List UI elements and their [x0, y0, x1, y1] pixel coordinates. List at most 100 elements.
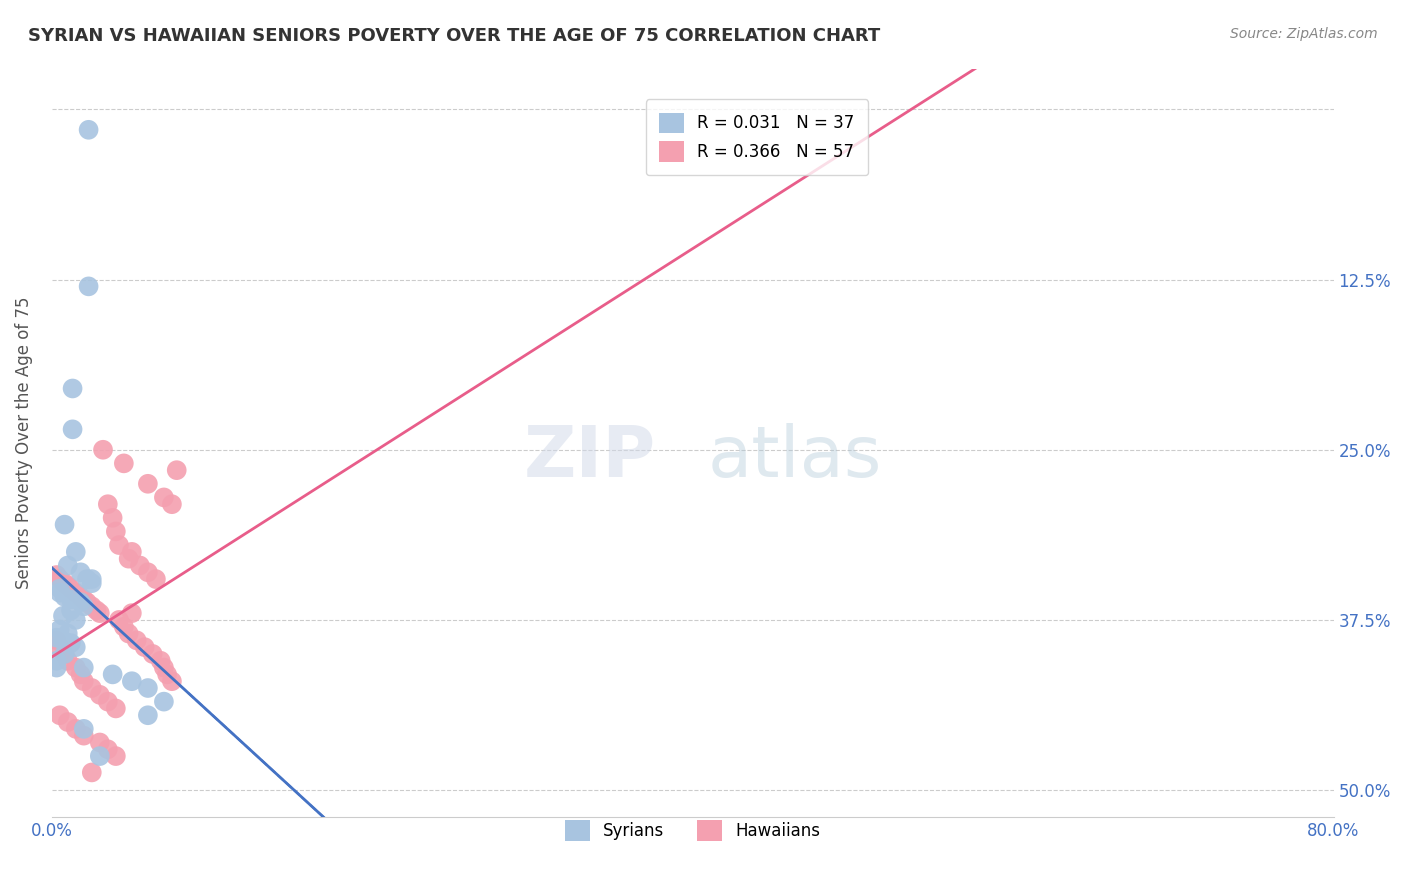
- Hawaiians: [97, 695, 120, 709]
- Hawaiians: [125, 633, 148, 648]
- Syrians: [53, 647, 76, 661]
- Hawaiians: [112, 620, 135, 634]
- Hawaiians: [65, 585, 87, 599]
- Hawaiians: [149, 654, 172, 668]
- Hawaiians: [80, 681, 103, 695]
- Syrians: [49, 623, 72, 637]
- Hawaiians: [56, 579, 79, 593]
- Syrians: [69, 595, 91, 609]
- Hawaiians: [134, 640, 156, 655]
- Hawaiians: [160, 497, 183, 511]
- Hawaiians: [166, 463, 188, 477]
- Hawaiians: [136, 476, 159, 491]
- Hawaiians: [69, 590, 91, 604]
- Hawaiians: [128, 558, 150, 573]
- Syrians: [52, 633, 75, 648]
- Hawaiians: [86, 603, 108, 617]
- Syrians: [76, 572, 98, 586]
- Syrians: [77, 279, 100, 293]
- Hawaiians: [118, 551, 141, 566]
- Hawaiians: [73, 729, 96, 743]
- Syrians: [153, 695, 176, 709]
- Hawaiians: [65, 722, 87, 736]
- Syrians: [65, 613, 87, 627]
- Hawaiians: [89, 606, 111, 620]
- Syrians: [45, 631, 67, 645]
- Y-axis label: Seniors Poverty Over the Age of 75: Seniors Poverty Over the Age of 75: [15, 297, 32, 590]
- Hawaiians: [73, 592, 96, 607]
- Hawaiians: [142, 647, 165, 661]
- Syrians: [59, 636, 82, 650]
- Syrians: [49, 585, 72, 599]
- Hawaiians: [121, 545, 143, 559]
- Syrians: [59, 603, 82, 617]
- Hawaiians: [89, 735, 111, 749]
- Syrians: [45, 660, 67, 674]
- Syrians: [73, 599, 96, 614]
- Hawaiians: [97, 497, 120, 511]
- Hawaiians: [59, 582, 82, 596]
- Hawaiians: [118, 626, 141, 640]
- Hawaiians: [153, 660, 176, 674]
- Hawaiians: [153, 491, 176, 505]
- Hawaiians: [156, 667, 179, 681]
- Syrians: [80, 572, 103, 586]
- Syrians: [62, 382, 84, 396]
- Hawaiians: [53, 647, 76, 661]
- Syrians: [45, 654, 67, 668]
- Hawaiians: [56, 714, 79, 729]
- Hawaiians: [121, 606, 143, 620]
- Syrians: [52, 608, 75, 623]
- Syrians: [49, 582, 72, 596]
- Syrians: [53, 517, 76, 532]
- Hawaiians: [49, 708, 72, 723]
- Hawaiians: [112, 456, 135, 470]
- Syrians: [73, 660, 96, 674]
- Hawaiians: [108, 538, 131, 552]
- Hawaiians: [104, 524, 127, 539]
- Syrians: [101, 667, 124, 681]
- Syrians: [136, 708, 159, 723]
- Syrians: [65, 640, 87, 655]
- Hawaiians: [73, 674, 96, 689]
- Hawaiians: [91, 442, 114, 457]
- Syrians: [62, 422, 84, 436]
- Hawaiians: [56, 654, 79, 668]
- Hawaiians: [49, 640, 72, 655]
- Syrians: [121, 674, 143, 689]
- Syrians: [59, 592, 82, 607]
- Hawaiians: [101, 511, 124, 525]
- Hawaiians: [160, 674, 183, 689]
- Hawaiians: [136, 566, 159, 580]
- Syrians: [89, 749, 111, 764]
- Syrians: [73, 722, 96, 736]
- Syrians: [136, 681, 159, 695]
- Hawaiians: [76, 595, 98, 609]
- Legend: Syrians, Hawaiians: Syrians, Hawaiians: [551, 807, 834, 854]
- Hawaiians: [108, 613, 131, 627]
- Syrians: [80, 576, 103, 591]
- Hawaiians: [69, 667, 91, 681]
- Hawaiians: [80, 765, 103, 780]
- Syrians: [77, 123, 100, 137]
- Text: atlas: atlas: [709, 424, 883, 492]
- Hawaiians: [89, 688, 111, 702]
- Hawaiians: [49, 572, 72, 586]
- Hawaiians: [80, 599, 103, 614]
- Text: ZIP: ZIP: [524, 424, 657, 492]
- Hawaiians: [97, 742, 120, 756]
- Hawaiians: [104, 749, 127, 764]
- Syrians: [69, 566, 91, 580]
- Hawaiians: [53, 576, 76, 591]
- Hawaiians: [145, 572, 167, 586]
- Text: SYRIAN VS HAWAIIAN SENIORS POVERTY OVER THE AGE OF 75 CORRELATION CHART: SYRIAN VS HAWAIIAN SENIORS POVERTY OVER …: [28, 27, 880, 45]
- Syrians: [65, 545, 87, 559]
- Syrians: [56, 626, 79, 640]
- Syrians: [56, 558, 79, 573]
- Hawaiians: [65, 660, 87, 674]
- Hawaiians: [45, 633, 67, 648]
- Text: Source: ZipAtlas.com: Source: ZipAtlas.com: [1230, 27, 1378, 41]
- Hawaiians: [45, 568, 67, 582]
- Hawaiians: [104, 701, 127, 715]
- Syrians: [53, 590, 76, 604]
